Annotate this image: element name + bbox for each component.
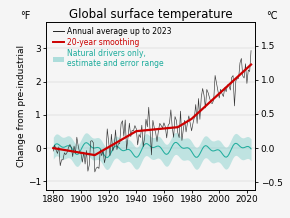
Legend: Annual average up to 2023, 20-year smoothing, Natural drivers only,
estimate and: Annual average up to 2023, 20-year smoot…	[52, 26, 172, 69]
Title: Global surface temperature: Global surface temperature	[69, 8, 233, 21]
Y-axis label: Change from pre-industrial: Change from pre-industrial	[17, 45, 26, 167]
Text: °F: °F	[20, 11, 31, 21]
Text: °C: °C	[266, 11, 278, 21]
